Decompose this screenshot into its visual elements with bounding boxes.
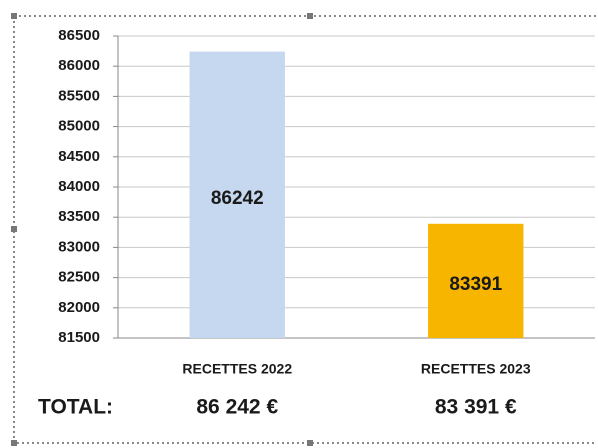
y-tick-label: 85000 (58, 118, 100, 135)
total-text: 86 242 € (196, 396, 278, 419)
y-tick-label: 84500 (58, 148, 100, 165)
y-tick-label: 85500 (58, 87, 100, 104)
total-text: 83 391 € (435, 396, 517, 419)
handle (307, 13, 313, 19)
handle (11, 440, 17, 446)
y-tick-label: 81500 (58, 329, 100, 346)
y-tick-label: 82000 (58, 299, 100, 316)
y-tick-label: 82500 (58, 269, 100, 286)
handle (307, 440, 313, 446)
y-tick-label: 83000 (58, 238, 100, 255)
y-tick-label: 83500 (58, 208, 100, 225)
total-label: TOTAL: (38, 396, 113, 419)
bar (189, 51, 285, 339)
handle (11, 13, 17, 19)
y-tick-label: 86500 (58, 27, 100, 44)
data-label: 86242 (211, 188, 264, 209)
handle (11, 226, 17, 232)
y-tick-label: 84000 (58, 178, 100, 195)
y-tick-label: 86000 (58, 57, 100, 74)
data-label: 83391 (449, 274, 502, 295)
x-tick-label: RECETTES 2022 (182, 361, 292, 377)
x-tick-label: RECETTES 2023 (421, 361, 531, 377)
bar (428, 223, 524, 338)
